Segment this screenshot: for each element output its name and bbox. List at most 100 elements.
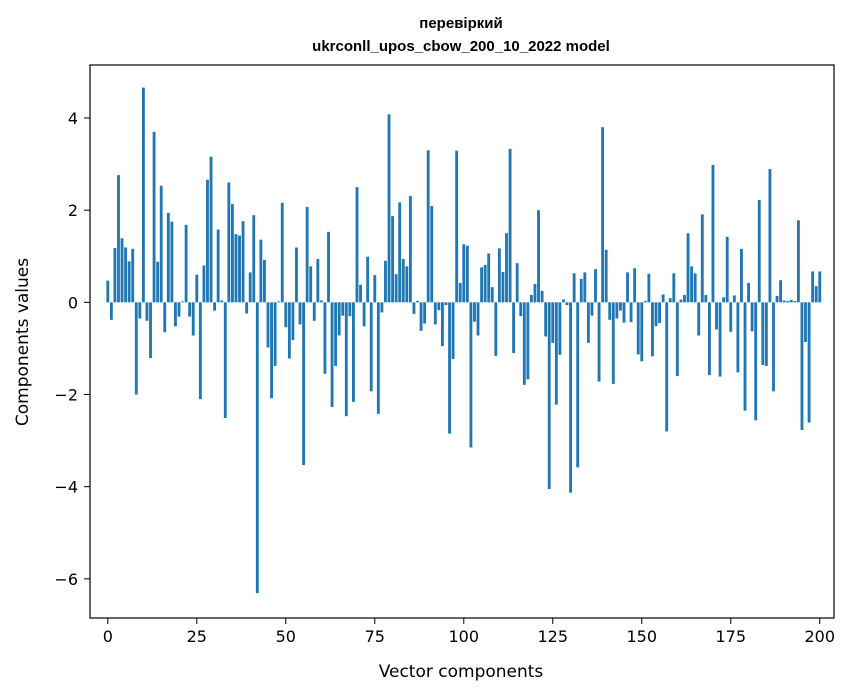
bar	[188, 302, 192, 317]
bar	[715, 302, 718, 330]
bar	[277, 301, 281, 303]
bar	[458, 282, 462, 303]
bar	[522, 302, 526, 385]
bar	[394, 274, 398, 303]
bar	[754, 302, 758, 421]
bar	[298, 302, 302, 325]
bar	[707, 302, 711, 376]
bar	[586, 302, 590, 343]
bar	[515, 263, 519, 303]
bar	[626, 272, 629, 303]
bar	[423, 302, 427, 324]
bar	[455, 150, 459, 303]
bar	[497, 248, 501, 303]
bar	[537, 210, 540, 303]
bar	[113, 247, 117, 303]
bar	[334, 302, 338, 366]
bar	[483, 265, 487, 303]
bar	[266, 302, 270, 348]
bar	[234, 234, 238, 303]
bar	[618, 302, 622, 311]
bar	[757, 200, 761, 303]
y-tick-label: −2	[54, 385, 78, 404]
bar	[583, 272, 587, 303]
bar	[505, 233, 508, 303]
bar	[611, 302, 615, 384]
bar	[305, 206, 309, 303]
bar	[547, 302, 551, 489]
bar	[747, 282, 750, 303]
bar	[540, 290, 544, 303]
bar	[519, 302, 523, 317]
x-tick-label: 50	[276, 627, 296, 646]
bar	[134, 302, 138, 395]
bar	[255, 302, 259, 594]
bar	[764, 302, 768, 366]
bar	[152, 131, 156, 303]
y-axis-ticks: −6 −4 −2 0 2 4	[54, 109, 90, 589]
bar	[629, 302, 633, 323]
bar	[195, 274, 199, 303]
bar	[120, 238, 124, 303]
bar	[163, 302, 167, 333]
bar	[807, 302, 811, 423]
bar	[796, 220, 800, 303]
y-tick-label: −6	[54, 570, 78, 589]
bar	[469, 302, 473, 448]
bar	[316, 259, 320, 303]
bar	[729, 302, 733, 332]
bar	[341, 302, 345, 316]
bar	[366, 256, 370, 303]
bar	[127, 261, 131, 303]
bar	[615, 302, 619, 319]
bar	[352, 302, 355, 402]
bar-series	[106, 87, 822, 594]
bar	[554, 302, 558, 405]
bar	[227, 182, 231, 303]
bar	[562, 299, 565, 303]
bar	[558, 302, 562, 355]
bar	[206, 179, 209, 303]
bar	[768, 169, 772, 303]
chart-title: перевіркий ukrconll_upos_cbow_200_10_202…	[312, 15, 610, 55]
bar	[373, 275, 377, 303]
bar	[818, 271, 822, 303]
bar	[590, 302, 594, 316]
bar	[775, 295, 779, 303]
bar	[704, 294, 708, 303]
x-tick-label: 75	[365, 627, 385, 646]
bar	[270, 302, 273, 399]
bar	[202, 265, 206, 303]
y-axis-label: Components values	[13, 258, 33, 426]
bar	[327, 231, 330, 303]
bar	[230, 204, 234, 303]
bar	[141, 87, 145, 303]
bar	[608, 302, 612, 320]
bar	[725, 236, 729, 303]
bar	[220, 300, 224, 303]
bar	[551, 302, 555, 343]
bar	[529, 294, 533, 303]
bar	[722, 297, 726, 303]
bar	[238, 235, 241, 303]
bar	[216, 229, 220, 303]
bar	[601, 127, 605, 303]
bar	[312, 302, 316, 321]
bar	[661, 294, 665, 303]
bar	[679, 299, 683, 303]
bar	[184, 224, 188, 303]
bar	[700, 214, 704, 303]
bar	[109, 302, 113, 320]
bar	[800, 302, 804, 430]
bar	[487, 253, 491, 303]
bar	[565, 302, 569, 306]
y-tick-label: 0	[68, 293, 78, 312]
bar	[675, 302, 679, 377]
bar	[284, 302, 288, 328]
bar	[241, 221, 245, 303]
bar	[811, 271, 815, 303]
bar	[117, 175, 120, 303]
bar	[793, 300, 797, 303]
bar	[665, 302, 669, 432]
